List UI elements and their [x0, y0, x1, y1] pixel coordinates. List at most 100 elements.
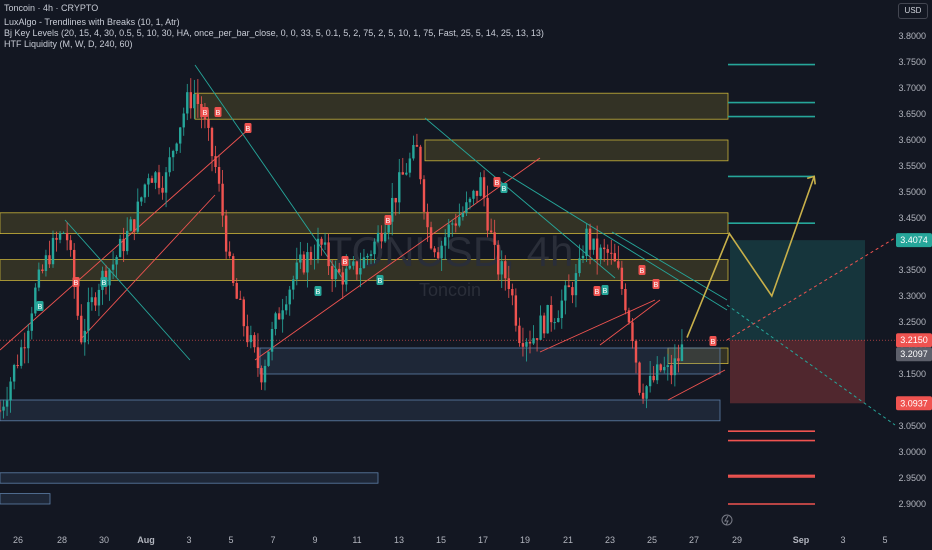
- candle-body[interactable]: [673, 358, 677, 376]
- trendline[interactable]: [194, 64, 346, 283]
- candle-body[interactable]: [645, 386, 648, 399]
- candle-body[interactable]: [624, 289, 627, 311]
- candle-body[interactable]: [111, 264, 115, 270]
- candle-body[interactable]: [592, 238, 595, 250]
- candle-body[interactable]: [521, 343, 525, 347]
- candle-body[interactable]: [330, 266, 334, 280]
- candle-body[interactable]: [366, 255, 369, 258]
- candle-body[interactable]: [539, 315, 542, 340]
- candle-body[interactable]: [118, 238, 122, 258]
- candle-body[interactable]: [451, 223, 454, 225]
- candle-body[interactable]: [532, 338, 535, 344]
- candle-body[interactable]: [83, 330, 86, 343]
- candle-body[interactable]: [557, 318, 560, 323]
- demand-zone[interactable]: [0, 399, 721, 422]
- candle-body[interactable]: [210, 127, 214, 157]
- candle-body[interactable]: [603, 247, 606, 250]
- candle-body[interactable]: [97, 289, 101, 306]
- candle-body[interactable]: [285, 304, 288, 311]
- candle-body[interactable]: [267, 351, 270, 366]
- candle-body[interactable]: [542, 315, 546, 334]
- candle-body[interactable]: [37, 269, 41, 288]
- candle-body[interactable]: [5, 400, 9, 407]
- candle-body[interactable]: [69, 240, 72, 250]
- candle-body[interactable]: [295, 262, 298, 280]
- candle-body[interactable]: [288, 289, 291, 305]
- candle-body[interactable]: [613, 253, 616, 262]
- candle-body[interactable]: [316, 238, 320, 260]
- candle-body[interactable]: [108, 269, 111, 286]
- candle-body[interactable]: [292, 279, 295, 290]
- candle-body[interactable]: [355, 261, 359, 275]
- candle-body[interactable]: [154, 172, 157, 183]
- candle-body[interactable]: [270, 329, 274, 352]
- candle-body[interactable]: [203, 117, 207, 120]
- candle-body[interactable]: [193, 94, 196, 109]
- demand-zone[interactable]: [0, 493, 51, 505]
- candle-body[interactable]: [528, 341, 532, 344]
- candle-body[interactable]: [581, 255, 585, 259]
- candle-body[interactable]: [143, 184, 147, 198]
- candle-body[interactable]: [560, 300, 563, 319]
- candle-body[interactable]: [161, 187, 164, 193]
- candle-body[interactable]: [133, 219, 136, 232]
- candle-body[interactable]: [426, 211, 429, 228]
- candle-body[interactable]: [164, 172, 168, 193]
- candle-body[interactable]: [497, 244, 500, 275]
- candle-body[interactable]: [62, 232, 65, 234]
- candle-body[interactable]: [617, 261, 620, 268]
- candle-body[interactable]: [175, 143, 178, 151]
- candle-body[interactable]: [235, 282, 238, 299]
- candle-body[interactable]: [500, 261, 503, 275]
- currency-button[interactable]: USD: [898, 3, 928, 19]
- candle-body[interactable]: [468, 198, 472, 203]
- candle-body[interactable]: [246, 326, 249, 343]
- candle-body[interactable]: [147, 178, 150, 185]
- candle-body[interactable]: [638, 362, 641, 393]
- candle-body[interactable]: [228, 251, 231, 257]
- candle-body[interactable]: [41, 269, 44, 272]
- candle-body[interactable]: [320, 238, 323, 245]
- candle-body[interactable]: [348, 265, 351, 269]
- candle-body[interactable]: [16, 364, 19, 366]
- candle-body[interactable]: [48, 255, 51, 265]
- candle-body[interactable]: [221, 183, 224, 216]
- candle-body[interactable]: [0, 410, 2, 412]
- candle-body[interactable]: [461, 212, 465, 218]
- candle-body[interactable]: [338, 268, 341, 273]
- candle-body[interactable]: [553, 322, 556, 324]
- candle-body[interactable]: [454, 223, 457, 226]
- supply-zone[interactable]: [194, 92, 729, 120]
- lightning-icon[interactable]: [721, 514, 733, 526]
- candle-body[interactable]: [189, 92, 192, 109]
- candle-body[interactable]: [352, 261, 355, 266]
- candle-body[interactable]: [447, 224, 450, 238]
- candle-body[interactable]: [299, 254, 302, 263]
- candle-body[interactable]: [465, 202, 468, 213]
- profit-area[interactable]: [730, 240, 865, 341]
- candle-body[interactable]: [380, 232, 383, 242]
- candle-body[interactable]: [242, 299, 245, 327]
- candle-body[interactable]: [20, 347, 23, 366]
- trendline[interactable]: [79, 194, 216, 341]
- candle-body[interactable]: [12, 364, 16, 382]
- candle-body[interactable]: [666, 365, 669, 367]
- candle-body[interactable]: [214, 156, 217, 167]
- candle-body[interactable]: [122, 238, 125, 252]
- trendline[interactable]: [502, 171, 728, 311]
- candle-body[interactable]: [150, 178, 154, 183]
- candle-body[interactable]: [263, 365, 267, 383]
- candle-body[interactable]: [196, 94, 200, 104]
- candle-body[interactable]: [140, 197, 143, 202]
- candle-body[interactable]: [179, 127, 182, 144]
- candle-body[interactable]: [627, 310, 631, 323]
- supply-zone[interactable]: [424, 139, 729, 162]
- candle-body[interactable]: [2, 406, 5, 411]
- candle-body[interactable]: [239, 298, 242, 300]
- candle-body[interactable]: [281, 310, 284, 320]
- candle-body[interactable]: [306, 252, 309, 273]
- candle-body[interactable]: [656, 364, 659, 381]
- candle-body[interactable]: [277, 313, 281, 320]
- candle-body[interactable]: [313, 259, 316, 261]
- candle-body[interactable]: [323, 242, 327, 245]
